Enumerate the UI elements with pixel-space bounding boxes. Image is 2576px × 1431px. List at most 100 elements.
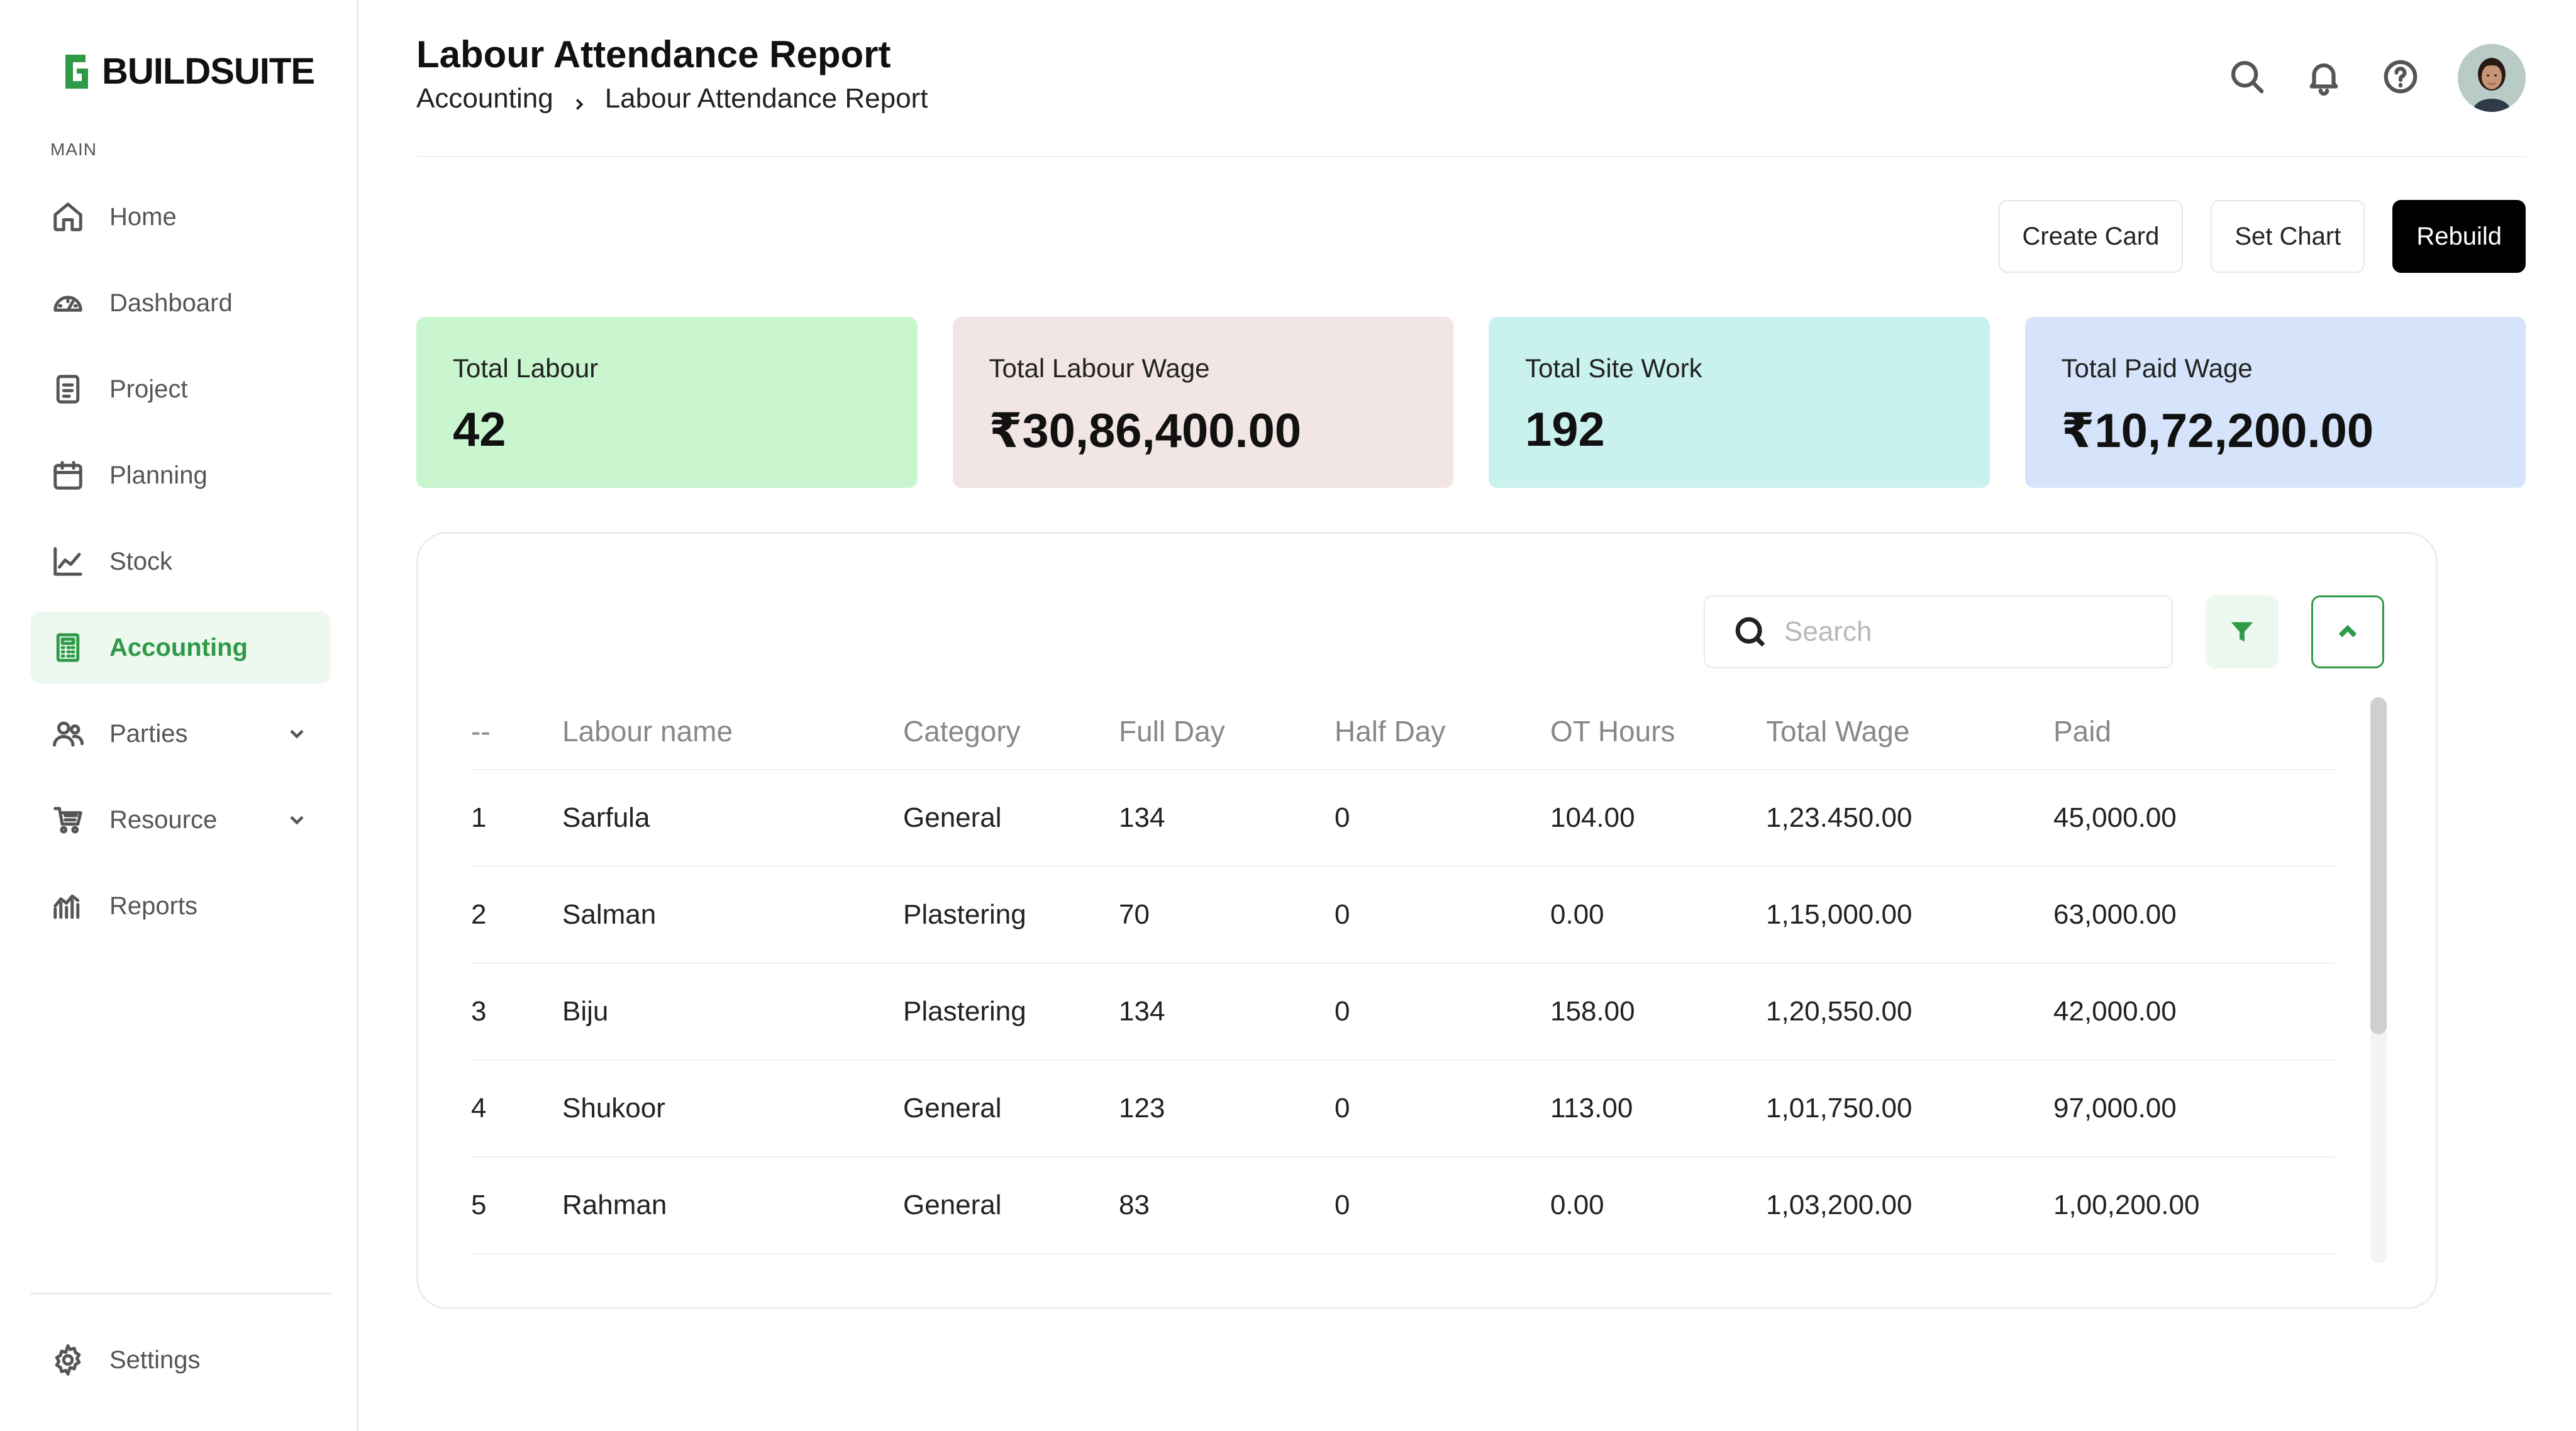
chevron-down-icon[interactable] <box>286 809 308 831</box>
stat-value: ₹30,86,400.00 <box>989 404 1302 458</box>
stat-label: Total Labour <box>453 353 599 383</box>
scrollbar-thumb[interactable] <box>2370 697 2387 1034</box>
table-row[interactable]: 5 Rahman General 83 0 0.00 1,03,200.00 1… <box>471 1158 2335 1254</box>
help-icon[interactable] <box>2381 57 2420 99</box>
sidebar-item-label: Reports <box>109 892 198 920</box>
cell-category: General <box>903 1093 1002 1124</box>
stat-card-total-paid-wage: Total Paid Wage ₹10,72,200.00 <box>2024 317 2526 488</box>
table-row[interactable]: 4 Shukoor General 123 0 113.00 1,01,750.… <box>471 1061 2335 1158</box>
breadcrumb-item-current: Labour Attendance Report <box>604 83 928 114</box>
column-header-category[interactable]: Category <box>903 715 1021 748</box>
gear-icon <box>50 1342 86 1378</box>
stat-card-total-labour-wage: Total Labour Wage ₹30,86,400.00 <box>952 317 1453 488</box>
chevron-up-icon <box>2338 624 2357 638</box>
table-row[interactable]: 1 Sarfula General 134 0 104.00 1,23.450.… <box>471 770 2335 867</box>
create-card-button[interactable]: Create Card <box>1998 200 2184 273</box>
stat-cards: Total Labour 42 Total Labour Wage ₹30,86… <box>416 317 2526 488</box>
cell-labour-name: Salman <box>562 899 657 930</box>
page-title: Labour Attendance Report <box>416 33 891 75</box>
cell-half-day: 0 <box>1335 1093 1350 1124</box>
sidebar-item-project[interactable]: Project <box>30 353 331 425</box>
cell-half-day: 0 <box>1335 1190 1350 1220</box>
attendance-table-panel: -- Labour name Category Full Day Half Da… <box>416 532 2438 1309</box>
brand-logo[interactable]: BUILDSUITE <box>60 50 315 92</box>
reports-icon <box>50 888 86 924</box>
sidebar-item-dashboard[interactable]: Dashboard <box>30 267 331 339</box>
cell-labour-name: Rahman <box>562 1190 667 1220</box>
cell-total-wage: 1,03,200.00 <box>1766 1190 1913 1220</box>
filter-icon <box>2231 622 2253 642</box>
calendar-icon <box>50 458 86 493</box>
cell-index: 3 <box>471 996 487 1027</box>
buildsuite-logo-icon <box>65 54 88 89</box>
sidebar-settings: Settings <box>30 1324 331 1410</box>
sidebar-item-accounting[interactable]: Accounting <box>30 612 331 683</box>
calculator-icon <box>50 630 86 665</box>
cell-ot-hours: 0.00 <box>1550 899 1604 930</box>
stat-value: 192 <box>1525 403 1605 456</box>
cell-total-wage: 1,23.450.00 <box>1766 802 1913 833</box>
collapse-button[interactable] <box>2311 595 2384 668</box>
cell-ot-hours: 113.00 <box>1550 1093 1633 1124</box>
cell-category: General <box>903 1190 1002 1220</box>
sidebar-item-label: Planning <box>109 461 208 489</box>
chevron-down-icon[interactable] <box>286 722 308 745</box>
cell-full-day: 134 <box>1119 996 1165 1027</box>
sidebar-item-stock[interactable]: Stock <box>30 526 331 597</box>
stat-value: 42 <box>453 403 506 456</box>
table-scrollbar[interactable] <box>2370 697 2387 1263</box>
breadcrumb: Accounting Labour Attendance Report <box>416 83 928 114</box>
sidebar-divider <box>30 1293 331 1295</box>
cell-ot-hours: 158.00 <box>1550 996 1635 1027</box>
sidebar-item-label: Resource <box>109 805 218 834</box>
filter-button[interactable] <box>2206 595 2279 668</box>
cell-paid: 63,000.00 <box>2053 899 2177 930</box>
table-row[interactable]: 2 Salman Plastering 70 0 0.00 1,15,000.0… <box>471 867 2335 964</box>
column-header-full-day[interactable]: Full Day <box>1119 715 1225 748</box>
column-header-total-wage[interactable]: Total Wage <box>1766 715 1910 748</box>
rebuild-button[interactable]: Rebuild <box>2392 200 2526 273</box>
cell-index: 5 <box>471 1190 487 1220</box>
cell-labour-name: Sarfula <box>562 802 650 833</box>
sidebar-item-label: Settings <box>109 1345 201 1374</box>
set-chart-button[interactable]: Set Chart <box>2211 200 2365 273</box>
search-input[interactable] <box>1784 616 2136 648</box>
breadcrumb-item-accounting[interactable]: Accounting <box>416 83 553 114</box>
cell-index: 2 <box>471 899 487 930</box>
column-header-ot-hours[interactable]: OT Hours <box>1550 715 1675 748</box>
cell-paid: 1,00,200.00 <box>2053 1190 2200 1220</box>
sidebar-item-planning[interactable]: Planning <box>30 439 331 511</box>
header-divider <box>416 156 2526 157</box>
cell-index: 1 <box>471 802 487 833</box>
cell-category: Plastering <box>903 996 1026 1027</box>
cell-paid: 42,000.00 <box>2053 996 2177 1027</box>
sidebar-item-parties[interactable]: Parties <box>30 698 331 770</box>
sidebar-item-label: Accounting <box>109 633 248 661</box>
sidebar-item-home[interactable]: Home <box>30 181 331 253</box>
bell-icon[interactable] <box>2304 57 2343 99</box>
cell-labour-name: Shukoor <box>562 1093 665 1124</box>
sidebar: BUILDSUITE MAIN Home Dashboard Project <box>0 0 358 1431</box>
home-icon <box>50 199 86 235</box>
sidebar-item-settings[interactable]: Settings <box>30 1324 331 1396</box>
sidebar-item-reports[interactable]: Reports <box>30 870 331 942</box>
column-header-paid[interactable]: Paid <box>2053 715 2112 748</box>
column-header-index[interactable]: -- <box>471 715 491 748</box>
table-row[interactable]: 3 Biju Plastering 134 0 158.00 1,20,550.… <box>471 964 2335 1061</box>
sidebar-item-resource[interactable]: Resource <box>30 784 331 856</box>
cell-labour-name: Biju <box>562 996 609 1027</box>
sidebar-item-label: Stock <box>109 547 173 575</box>
cell-full-day: 123 <box>1119 1093 1165 1124</box>
column-header-labour-name[interactable]: Labour name <box>562 715 733 748</box>
cell-ot-hours: 104.00 <box>1550 802 1635 833</box>
search-icon[interactable] <box>2228 57 2267 99</box>
column-header-half-day[interactable]: Half Day <box>1335 715 1446 748</box>
search-box <box>1704 595 2173 668</box>
avatar[interactable] <box>2458 44 2526 112</box>
header-toolbar <box>2228 44 2526 112</box>
stat-label: Total Paid Wage <box>2061 353 2253 383</box>
cell-index: 4 <box>471 1093 487 1124</box>
sidebar-nav: Home Dashboard Project Planning Stock <box>30 181 331 956</box>
sidebar-item-label: Dashboard <box>109 289 233 317</box>
stat-label: Total Site Work <box>1525 353 1702 383</box>
